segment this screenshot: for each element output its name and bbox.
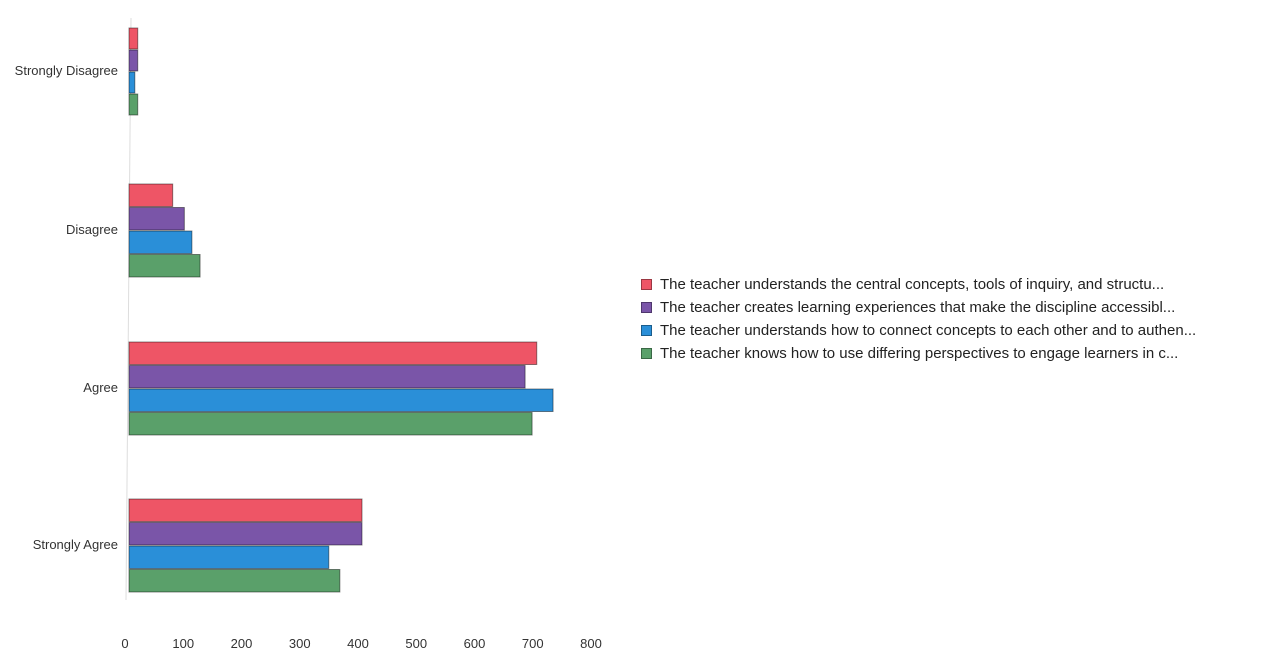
x-axis-ticks: 0 100 200 300 400 500 600 700 800	[121, 636, 601, 651]
bar-4-agree	[128, 412, 533, 436]
legend-item-3[interactable]: The teacher understands how to connect c…	[641, 319, 1196, 342]
legend-swatch	[641, 348, 652, 359]
bar-4-strongly-disagree	[128, 93, 139, 116]
x-tick-label: 0	[121, 636, 128, 651]
legend-label: The teacher understands the central conc…	[660, 276, 1165, 293]
bar-1-strongly-disagree	[128, 27, 139, 50]
x-tick-label: 200	[231, 636, 253, 651]
bar-1-disagree	[128, 183, 174, 207]
bar-2-disagree	[128, 207, 185, 231]
x-tick-label: 100	[172, 636, 194, 651]
legend-swatch	[641, 302, 652, 313]
category-label-agree: Agree	[83, 380, 118, 395]
bar-1-strongly-agree	[128, 498, 363, 522]
x-tick-label: 300	[289, 636, 311, 651]
legend-item-4[interactable]: The teacher knows how to use differing p…	[641, 342, 1196, 365]
category-labels: Strongly Disagree Disagree Agree Strongly A…	[15, 63, 118, 552]
bars-group	[128, 27, 554, 593]
bar-3-agree	[128, 388, 554, 412]
x-tick-label: 700	[522, 636, 544, 651]
bar-2-strongly-agree	[128, 522, 363, 546]
legend-swatch	[641, 325, 652, 336]
bar-1-agree	[128, 341, 538, 365]
category-label-strongly-disagree: Strongly Disagree	[15, 63, 118, 78]
category-label-disagree: Disagree	[66, 222, 118, 237]
bar-2-agree	[128, 365, 526, 389]
legend-item-1[interactable]: The teacher understands the central conc…	[641, 273, 1196, 296]
legend: The teacher understands the central conc…	[641, 273, 1196, 365]
bar-4-strongly-agree	[128, 569, 341, 593]
legend-label: The teacher creates learning experiences…	[660, 299, 1176, 316]
x-tick-label: 800	[580, 636, 602, 651]
legend-swatch	[641, 279, 652, 290]
bar-3-strongly-agree	[128, 545, 330, 569]
bar-3-disagree	[128, 230, 193, 254]
x-tick-label: 400	[347, 636, 369, 651]
legend-label: The teacher understands how to connect c…	[660, 322, 1197, 339]
legend-item-2[interactable]: The teacher creates learning experiences…	[641, 296, 1196, 319]
x-tick-label: 500	[405, 636, 427, 651]
category-label-strongly-agree: Strongly Agree	[33, 537, 118, 552]
bar-4-disagree	[128, 254, 201, 278]
x-tick-label: 600	[464, 636, 486, 651]
bar-3-strongly-disagree	[128, 71, 136, 94]
bar-2-strongly-disagree	[128, 49, 139, 72]
legend-label: The teacher knows how to use differing p…	[660, 345, 1179, 362]
